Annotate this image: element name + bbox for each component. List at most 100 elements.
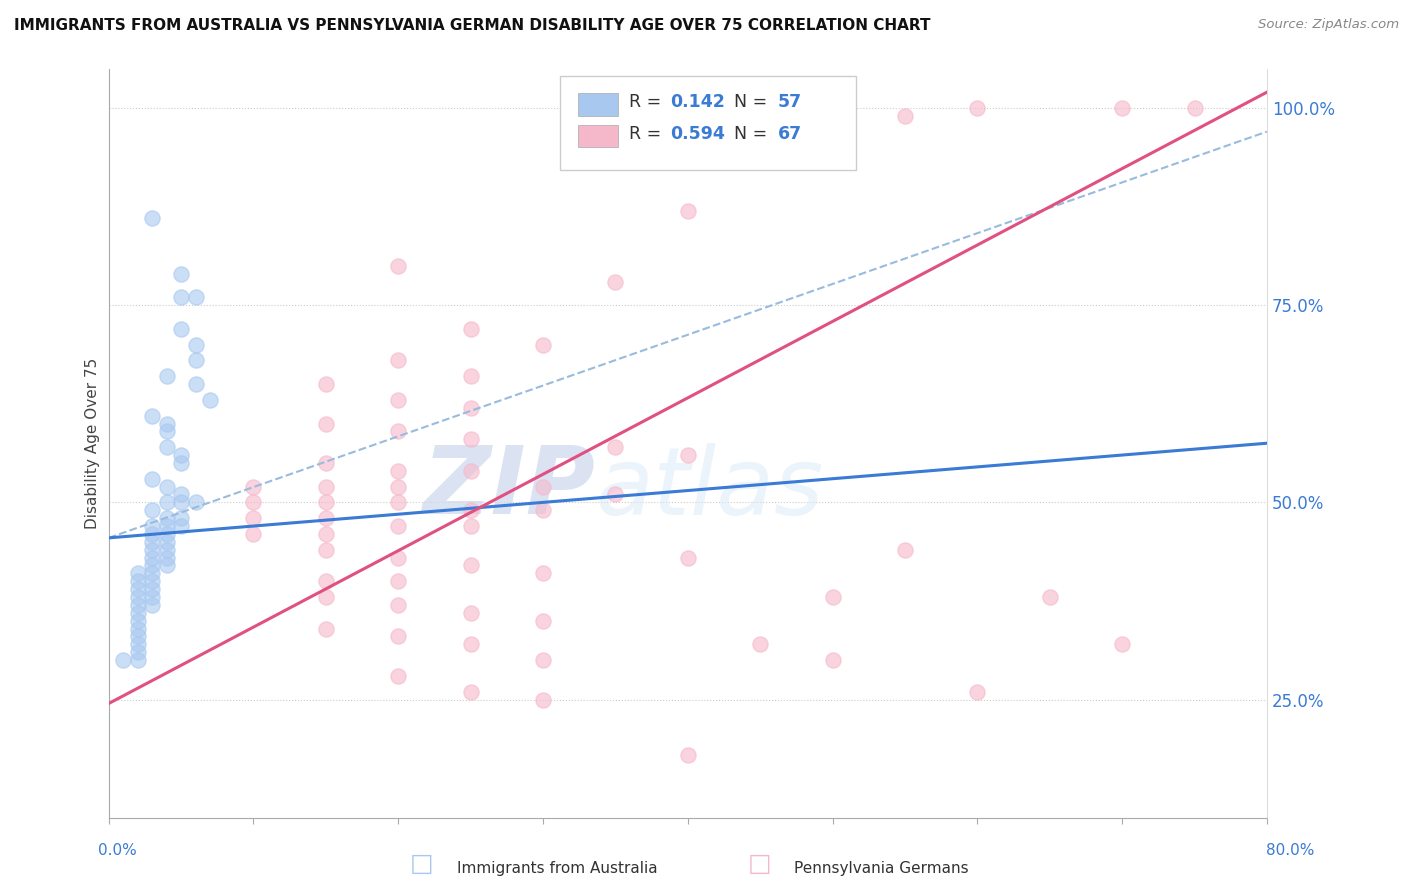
Point [170,267,193,281]
Point [676,550,699,565]
Text: N =: N = [734,94,773,112]
Point [966,684,988,698]
Point [460,684,482,698]
Point [127,598,149,612]
Point [184,377,207,392]
Point [531,480,554,494]
Text: Immigrants from Australia: Immigrants from Australia [457,861,658,876]
Point [315,495,337,509]
Point [184,337,207,351]
Point [387,574,409,589]
Text: 0.142: 0.142 [671,94,725,112]
Point [141,566,163,581]
FancyBboxPatch shape [578,94,619,116]
Point [141,558,163,573]
Point [1111,637,1133,651]
Point [676,203,699,218]
Point [460,637,482,651]
Text: ZIP: ZIP [422,442,595,534]
Point [387,519,409,533]
Point [460,519,482,533]
Point [387,598,409,612]
Point [170,519,193,533]
Point [1184,101,1206,115]
Text: Pennsylvania Germans: Pennsylvania Germans [794,861,969,876]
Point [315,574,337,589]
Point [387,392,409,407]
Text: N =: N = [734,125,773,143]
Text: 0.594: 0.594 [671,125,725,143]
Point [127,614,149,628]
Point [387,425,409,439]
Point [387,495,409,509]
Point [127,606,149,620]
Point [605,275,627,289]
Point [184,353,207,368]
FancyBboxPatch shape [561,76,856,169]
Point [460,322,482,336]
Point [460,369,482,384]
Point [127,630,149,644]
Text: R =: R = [628,125,666,143]
Text: □: □ [411,852,433,876]
Point [141,527,163,541]
Text: 80.0%: 80.0% [1267,843,1315,858]
Point [242,495,264,509]
Point [170,511,193,525]
Point [242,480,264,494]
Point [141,211,163,226]
Point [184,495,207,509]
Text: R =: R = [628,94,666,112]
Point [315,542,337,557]
Point [127,653,149,667]
Point [155,519,177,533]
Point [155,417,177,431]
Point [170,290,193,304]
Text: 67: 67 [778,125,803,143]
Point [387,550,409,565]
Point [315,377,337,392]
Point [141,519,163,533]
Point [155,550,177,565]
Point [387,259,409,273]
Point [531,566,554,581]
Point [127,574,149,589]
Point [155,495,177,509]
Point [141,542,163,557]
Point [460,401,482,415]
Point [387,630,409,644]
Point [155,440,177,454]
Point [676,448,699,462]
Point [155,534,177,549]
Point [141,590,163,604]
Point [242,511,264,525]
Point [966,101,988,115]
Point [1039,590,1062,604]
Point [170,487,193,501]
Point [141,582,163,596]
Point [460,558,482,573]
Point [127,637,149,651]
Point [676,747,699,762]
Point [387,669,409,683]
Text: 0.0%: 0.0% [98,843,138,858]
Point [531,503,554,517]
Point [127,566,149,581]
Point [127,622,149,636]
Point [141,598,163,612]
Point [155,558,177,573]
Point [894,542,917,557]
Point [1111,101,1133,115]
Point [315,622,337,636]
Point [141,409,163,423]
Text: 57: 57 [778,94,803,112]
Text: □: □ [748,852,770,876]
Point [821,590,844,604]
Point [387,353,409,368]
Point [141,550,163,565]
Point [460,432,482,446]
Point [242,527,264,541]
Point [387,480,409,494]
Point [170,448,193,462]
Point [127,582,149,596]
